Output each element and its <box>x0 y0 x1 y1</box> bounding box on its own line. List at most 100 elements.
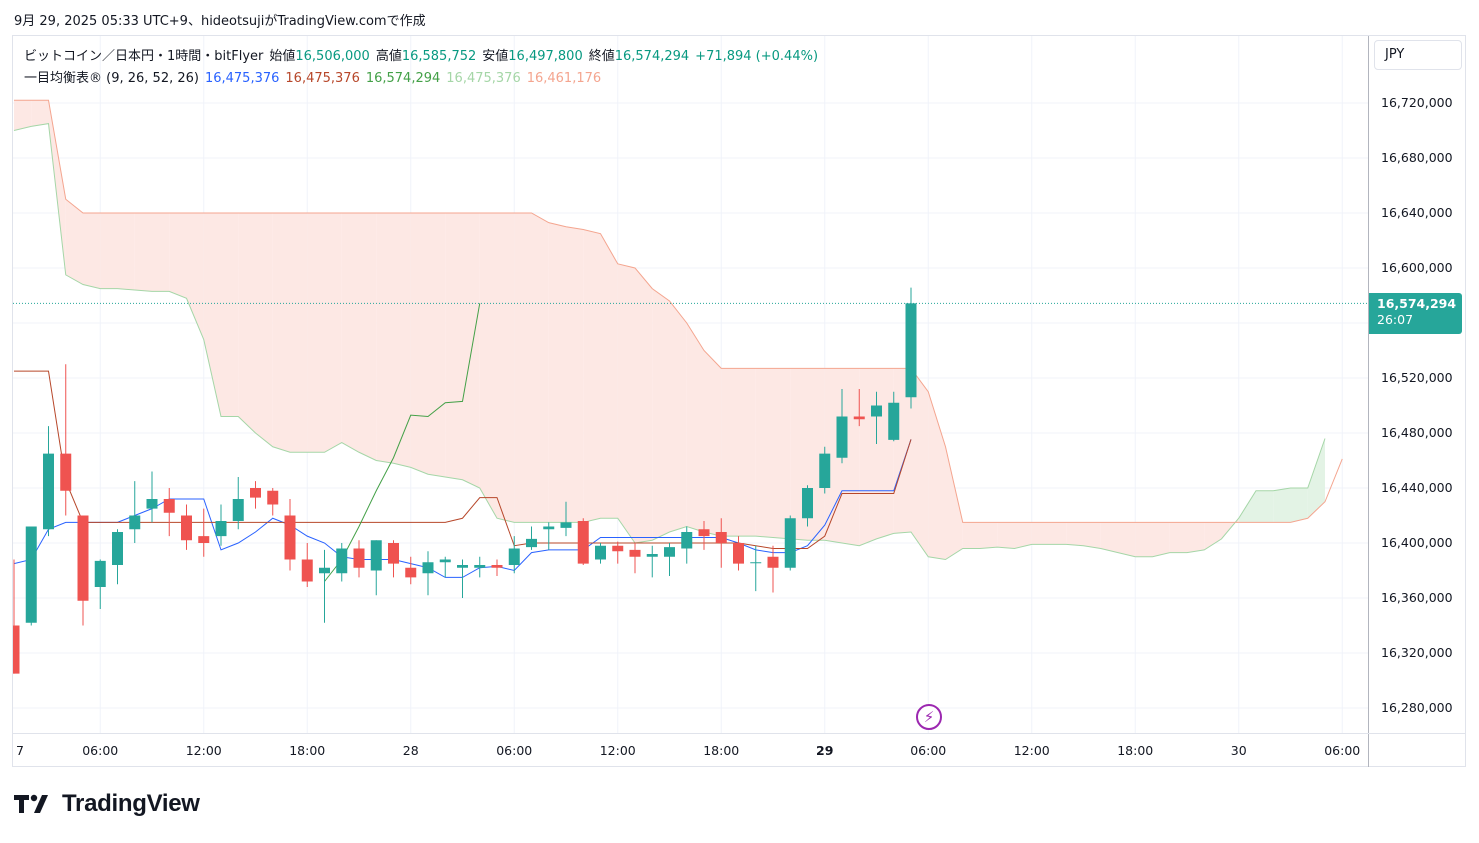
x-tick-label: 06:00 <box>82 743 118 758</box>
cloud-segment <box>962 522 980 549</box>
candle-body <box>715 532 727 543</box>
candle-body <box>784 518 796 568</box>
cloud-segment <box>479 213 497 519</box>
cloud-segment <box>100 213 118 289</box>
high-label: 高値 <box>375 49 402 64</box>
candle-body <box>284 515 296 560</box>
cloud-segment <box>600 233 618 519</box>
last-price-tag: 16,574,294 26:07 <box>1369 293 1462 334</box>
y-tick-label: 16,720,000 <box>1381 95 1453 110</box>
cloud-segment <box>773 368 791 539</box>
candle-body <box>215 521 227 537</box>
candle-body <box>43 453 54 530</box>
cloud-segment <box>548 222 566 523</box>
candle-body <box>871 405 882 417</box>
candle-body <box>767 556 779 568</box>
cloud-segment <box>842 368 860 546</box>
candle-body <box>94 560 106 587</box>
candle-body <box>888 402 900 440</box>
candle-body <box>388 543 399 564</box>
candle-body <box>698 529 710 537</box>
candle-body <box>646 554 658 557</box>
candle-body <box>836 416 848 458</box>
cloud-segment <box>117 213 135 290</box>
candle-body <box>13 625 20 674</box>
cloud-segment <box>1238 490 1256 523</box>
cloud-segment <box>583 229 601 523</box>
y-tick-label: 16,400,000 <box>1381 535 1453 550</box>
open-value: 16,506,000 <box>295 49 370 64</box>
symbol-title[interactable]: ビットコイン／日本円・1時間・bitFlyer <box>24 49 264 64</box>
candle-body <box>629 549 641 557</box>
chikou-value: 16,574,294 <box>365 71 441 86</box>
span-a-line <box>13 123 1326 561</box>
cloud-segment <box>169 213 187 299</box>
cloud-segment <box>1100 522 1118 553</box>
candle-body <box>543 526 555 530</box>
cloud-segment <box>911 368 929 557</box>
candles <box>13 287 917 674</box>
cloud-segment <box>1187 522 1205 553</box>
cloud-segment <box>1169 522 1187 553</box>
ichimoku-cloud <box>14 100 1325 560</box>
close-value: 16,574,294 <box>614 49 690 64</box>
span-b-value: 16,461,176 <box>526 71 602 86</box>
cloud-segment <box>514 213 532 523</box>
candle-body <box>474 565 486 568</box>
candle-body <box>439 559 451 563</box>
bar-countdown: 26:07 <box>1377 312 1414 327</box>
y-tick-label: 16,480,000 <box>1381 425 1453 440</box>
cloud-segment <box>1014 522 1032 549</box>
brand-logo[interactable]: TradingView <box>14 790 200 818</box>
event-lightning-icon[interactable]: ⚡ <box>916 704 942 730</box>
candle-body <box>163 499 175 513</box>
candle-body <box>595 545 606 560</box>
candle-body <box>267 490 279 505</box>
cloud-segment <box>1204 522 1222 550</box>
cloud-segment <box>307 213 325 453</box>
cloud-segment <box>617 263 635 543</box>
indicator-title[interactable]: 一目均衡表® (9, 26, 52, 26) <box>24 71 199 86</box>
cloud-segment <box>14 100 32 131</box>
x-tick-label: 18:00 <box>703 743 739 758</box>
cloud-segment <box>531 213 549 523</box>
cloud-segment <box>445 213 463 480</box>
ohlc-legend: ビットコイン／日本円・1時間・bitFlyer 始値16,506,000 高値 16,… <box>24 45 824 64</box>
chart-frame[interactable] <box>12 35 1466 767</box>
candle-body <box>819 453 831 488</box>
cloud-segment <box>997 522 1015 549</box>
currency-button[interactable]: JPY <box>1374 40 1462 70</box>
cloud-segment <box>1307 438 1325 519</box>
cloud-segment <box>341 213 359 453</box>
candle-body <box>681 532 693 549</box>
cloud-segment <box>65 199 83 285</box>
cloud-segment <box>738 368 756 537</box>
cloud-segment <box>31 100 49 127</box>
cloud-segment <box>324 213 342 453</box>
cloud-segment <box>1273 488 1291 523</box>
tradingview-logo-icon <box>14 794 48 813</box>
cloud-segment <box>272 213 290 453</box>
candle-body <box>491 565 503 568</box>
cloud-segment <box>652 288 670 541</box>
cloud-segment <box>1083 522 1101 549</box>
y-tick-label: 16,680,000 <box>1381 150 1453 165</box>
open-label: 始値 <box>269 49 296 64</box>
candle-body <box>526 538 537 548</box>
candle-body <box>336 548 348 574</box>
cloud-segment <box>876 368 894 539</box>
cloud-segment <box>359 213 377 461</box>
candle-body <box>405 567 417 578</box>
candle-body <box>250 488 261 498</box>
cloud-segment <box>255 213 273 447</box>
y-tick-label: 16,440,000 <box>1381 480 1453 495</box>
x-tick-label: 29 <box>816 743 833 758</box>
kijun-value: 16,475,376 <box>285 71 360 86</box>
candle-body <box>112 532 123 565</box>
cloud-segment <box>566 226 584 523</box>
change-value: +71,894 (+0.44%) <box>695 49 819 64</box>
cloud-segment <box>1135 522 1153 557</box>
cloud-segment <box>1118 522 1136 557</box>
chikou-line <box>324 303 481 582</box>
